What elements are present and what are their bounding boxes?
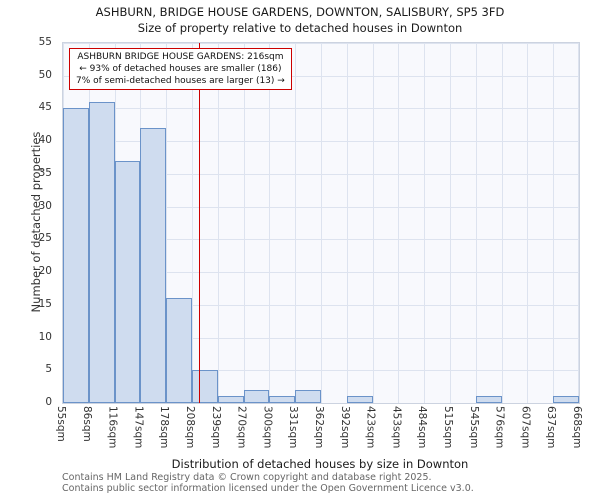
x-tick-label: 55sqm	[55, 406, 67, 442]
gridline-vertical	[217, 43, 219, 403]
gridline-vertical	[424, 43, 426, 403]
y-tick-label: 30	[38, 199, 52, 212]
y-tick-label: 45	[38, 101, 52, 114]
gridline-vertical	[243, 43, 245, 403]
x-tick-label: 239sqm	[209, 406, 222, 449]
x-tick-label: 270sqm	[235, 406, 248, 449]
bar	[192, 370, 218, 403]
bar	[553, 396, 579, 403]
x-tick-label: 545sqm	[467, 406, 480, 449]
x-tick-label: 178sqm	[158, 406, 171, 449]
chart-title: ASHBURN, BRIDGE HOUSE GARDENS, DOWNTON, …	[95, 5, 505, 19]
bar	[475, 396, 502, 403]
gridline-vertical	[475, 43, 477, 403]
gridline-vertical	[346, 43, 348, 403]
x-tick-label: 300sqm	[261, 406, 274, 449]
y-axis-ticks: 0 5 10 15 20 25 30 35 40 45 50 55	[20, 36, 58, 408]
annotation-line-3: 7% of semi-detached houses are larger (1…	[76, 76, 285, 87]
y-tick-label: 15	[38, 297, 52, 310]
x-axis-ticks: 55sqm 86sqm 116sqm 147sqm 178sqm 208sqm 239sqm…	[55, 406, 583, 458]
x-tick-label: 484sqm	[416, 406, 429, 449]
gridline-vertical	[372, 43, 374, 403]
y-tick-label: 35	[38, 166, 52, 179]
x-tick-label: 423sqm	[364, 406, 377, 449]
x-tick-label: 576sqm	[493, 406, 506, 449]
x-tick-label: 668sqm	[571, 406, 583, 449]
y-tick-label: 20	[38, 265, 52, 278]
annotation-line-2: ← 93% of detached houses are smaller (18…	[79, 64, 282, 75]
y-tick-label: 0	[45, 396, 52, 408]
annotation-line-1: ASHBURN BRIDGE HOUSE GARDENS: 216sqm	[77, 52, 284, 62]
gridline-vertical	[321, 43, 322, 403]
gridline-vertical	[501, 43, 503, 403]
bar	[114, 160, 141, 403]
x-tick-label: 515sqm	[442, 406, 454, 449]
x-tick-label: 607sqm	[519, 406, 532, 449]
bar	[346, 396, 373, 403]
x-tick-label: 362sqm	[313, 406, 325, 449]
y-tick-label: 5	[45, 363, 52, 376]
x-tick-label: 147sqm	[132, 406, 145, 449]
gridline-vertical	[553, 43, 555, 403]
bar	[243, 389, 270, 403]
gridline-vertical	[527, 43, 529, 403]
x-axis-label: Distribution of detached houses by size …	[171, 457, 469, 471]
x-tick-label: 453sqm	[390, 406, 403, 449]
x-tick-label: 208sqm	[184, 406, 196, 449]
footer-attribution-1: Contains HM Land Registry data © Crown c…	[62, 472, 432, 483]
bar	[217, 396, 244, 403]
chart-subtitle: Size of property relative to detached ho…	[137, 21, 463, 35]
bar	[295, 389, 321, 403]
bar	[140, 128, 167, 403]
x-tick-label: 331sqm	[287, 406, 300, 449]
annotation-box: ASHBURN BRIDGE HOUSE GARDENS: 216sqm ← 9…	[69, 48, 292, 91]
gridline-vertical	[578, 43, 579, 403]
y-tick-label: 40	[38, 134, 52, 147]
gridline-vertical	[166, 43, 168, 403]
gridline-vertical	[192, 43, 193, 403]
bar	[166, 298, 192, 403]
x-tick-label: 392sqm	[338, 406, 351, 449]
x-tick-label: 86sqm	[80, 406, 93, 442]
gridline-vertical	[295, 43, 297, 403]
gridline-vertical	[398, 43, 400, 403]
x-tick-label: 116sqm	[106, 406, 119, 449]
plot-area: ASHBURN BRIDGE HOUSE GARDENS: 216sqm ← 9…	[62, 42, 580, 404]
y-tick-label: 55	[38, 36, 52, 48]
bar	[88, 101, 115, 403]
gridline-vertical	[450, 43, 451, 403]
x-tick-label: 637sqm	[545, 406, 558, 449]
y-tick-label: 10	[38, 330, 52, 343]
bar	[63, 108, 89, 403]
bar	[269, 396, 296, 403]
y-tick-label: 25	[38, 232, 52, 245]
marker-line	[198, 43, 201, 403]
y-tick-label: 50	[38, 68, 52, 81]
gridline-vertical	[269, 43, 271, 403]
footer-attribution-2: Contains public sector information licen…	[62, 483, 474, 494]
